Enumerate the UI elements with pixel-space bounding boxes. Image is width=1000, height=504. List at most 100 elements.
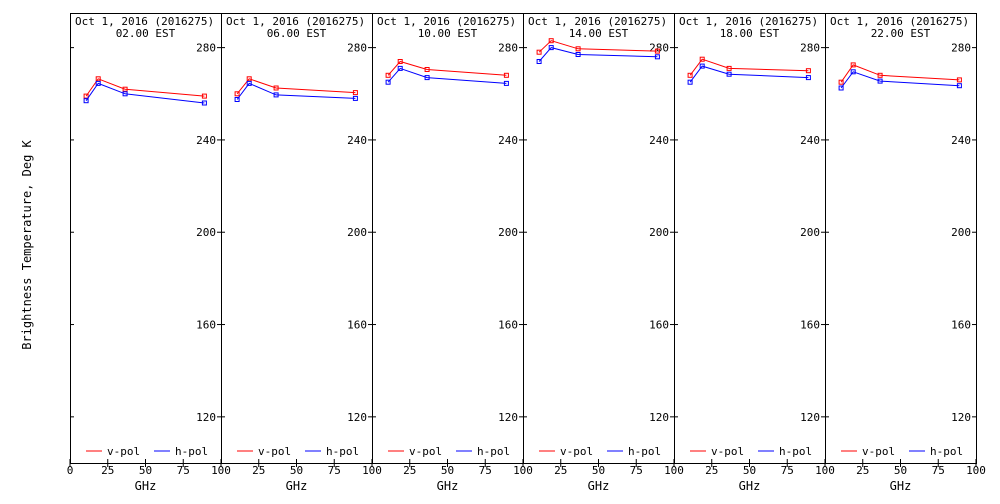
h-pol-line xyxy=(689,65,809,83)
panel-title-date: Oct 1, 2016 (2016275) xyxy=(528,15,667,28)
y-axis-label: Brightness Temperature, Deg K xyxy=(20,139,34,349)
panel-title-time: 10.00 EST xyxy=(418,27,478,40)
y-tick-label: 120 xyxy=(498,411,518,424)
y-tick-label: 240 xyxy=(347,134,367,147)
h-pol-point xyxy=(536,59,542,64)
h-pol-point xyxy=(956,83,962,89)
panel-title-date: Oct 1, 2016 (2016275) xyxy=(377,15,516,28)
h-pol-point xyxy=(838,85,844,91)
panel-3: Oct 1, 2016 (2016275)10.00 EST 120 160 200 2… xyxy=(371,13,533,493)
x-tick-label: 100 xyxy=(513,464,533,477)
h-pol-line xyxy=(85,82,205,104)
y-tick-label: 240 xyxy=(196,134,216,147)
y-tick-label: 240 xyxy=(800,134,820,147)
x-tick-label: 25 xyxy=(403,464,416,477)
x-axis-label: GHz xyxy=(135,479,157,493)
h-pol-point xyxy=(95,80,101,86)
x-tick-label: 100 xyxy=(211,464,231,477)
y-tick-label: 200 xyxy=(196,226,216,239)
y-tick-label: 280 xyxy=(951,42,971,55)
h-pol-line xyxy=(840,71,960,89)
h-pol-point xyxy=(122,91,128,97)
v-pol-line xyxy=(840,64,960,83)
v-pol-point xyxy=(385,72,391,78)
h-pol-line xyxy=(387,67,507,84)
y-tick-label: 160 xyxy=(951,319,971,332)
v-pol-point xyxy=(122,86,128,92)
x-tick-label: 75 xyxy=(177,464,190,477)
legend-h-label: h-pol xyxy=(779,445,812,458)
y-tick-label: 280 xyxy=(498,42,518,55)
x-tick-label: 75 xyxy=(781,464,794,477)
v-pol-point xyxy=(805,68,811,74)
v-pol-point xyxy=(246,76,252,82)
panel-4: Oct 1, 2016 (2016275)14.00 EST 120 160 200 2… xyxy=(522,13,684,493)
v-pol-point xyxy=(575,46,581,52)
y-tick-label: 160 xyxy=(649,319,669,332)
panel-1: Oct 1, 2016 (2016275)02.00 EST 120 160 200 2… xyxy=(67,13,231,493)
x-tick-label: 25 xyxy=(101,464,114,477)
panel-title-time: 22.00 EST xyxy=(871,27,931,40)
v-pol-line xyxy=(538,40,658,53)
v-pol-point xyxy=(234,91,240,97)
v-pol-point xyxy=(956,77,962,83)
x-tick-label: 25 xyxy=(705,464,718,477)
x-tick-label: 75 xyxy=(328,464,341,477)
panel-title-time: 06.00 EST xyxy=(267,27,327,40)
v-pol-point xyxy=(536,49,542,55)
h-pol-line xyxy=(538,47,658,62)
v-pol-point xyxy=(273,85,279,91)
panel-title-date: Oct 1, 2016 (2016275) xyxy=(75,15,214,28)
y-tick-label: 240 xyxy=(951,134,971,147)
v-pol-point xyxy=(877,72,883,78)
h-pol-point xyxy=(201,100,207,106)
panel-title-time: 18.00 EST xyxy=(720,27,780,40)
x-tick-label: 25 xyxy=(252,464,265,477)
h-pol-point xyxy=(687,79,693,85)
y-tick-label: 200 xyxy=(800,226,820,239)
x-tick-label: 100 xyxy=(362,464,382,477)
y-tick-label: 160 xyxy=(498,319,518,332)
x-tick-label: 100 xyxy=(664,464,684,477)
x-tick-label: 0 xyxy=(67,464,74,477)
y-tick-label: 120 xyxy=(196,411,216,424)
legend-h-label: h-pol xyxy=(930,445,963,458)
x-axis-label: GHz xyxy=(588,479,610,493)
x-tick-label: 100 xyxy=(966,464,986,477)
y-tick-label: 200 xyxy=(347,226,367,239)
x-tick-label: 50 xyxy=(441,464,454,477)
legend-h-label: h-pol xyxy=(628,445,661,458)
v-pol-point xyxy=(201,93,207,99)
y-tick-label: 200 xyxy=(951,226,971,239)
legend-h-label: h-pol xyxy=(326,445,359,458)
panel-title-date: Oct 1, 2016 (2016275) xyxy=(679,15,818,28)
panel-title-date: Oct 1, 2016 (2016275) xyxy=(226,15,365,28)
legend-h-label: h-pol xyxy=(477,445,510,458)
v-pol-point xyxy=(548,38,554,44)
h-pol-point xyxy=(575,52,581,57)
v-pol-point xyxy=(687,72,693,78)
y-tick-label: 160 xyxy=(347,319,367,332)
h-pol-point xyxy=(503,80,509,86)
v-pol-point xyxy=(726,65,732,71)
h-pol-point xyxy=(246,80,252,86)
panels-group: Oct 1, 2016 (2016275)02.00 EST1201602002… xyxy=(67,13,986,493)
x-tick-label: 25 xyxy=(856,464,869,477)
y-tick-label: 120 xyxy=(649,411,669,424)
y-tick-label: 200 xyxy=(498,226,518,239)
panel-2: Oct 1, 2016 (2016275)06.00 EST 120 160 200 2… xyxy=(220,13,382,493)
h-pol-point xyxy=(397,65,403,71)
panel-6: Oct 1, 2016 (2016275)22.00 EST 120 160 200 2… xyxy=(824,13,986,493)
panel-title-date: Oct 1, 2016 (2016275) xyxy=(830,15,969,28)
h-pol-point xyxy=(850,69,856,75)
h-pol-point xyxy=(234,97,240,102)
h-pol-point xyxy=(352,95,358,101)
y-tick-label: 280 xyxy=(196,42,216,55)
v-pol-point xyxy=(83,93,89,99)
x-tick-label: 50 xyxy=(743,464,756,477)
v-pol-line xyxy=(387,60,507,76)
x-tick-label: 50 xyxy=(894,464,907,477)
legend-v-label: v-pol xyxy=(409,445,442,458)
